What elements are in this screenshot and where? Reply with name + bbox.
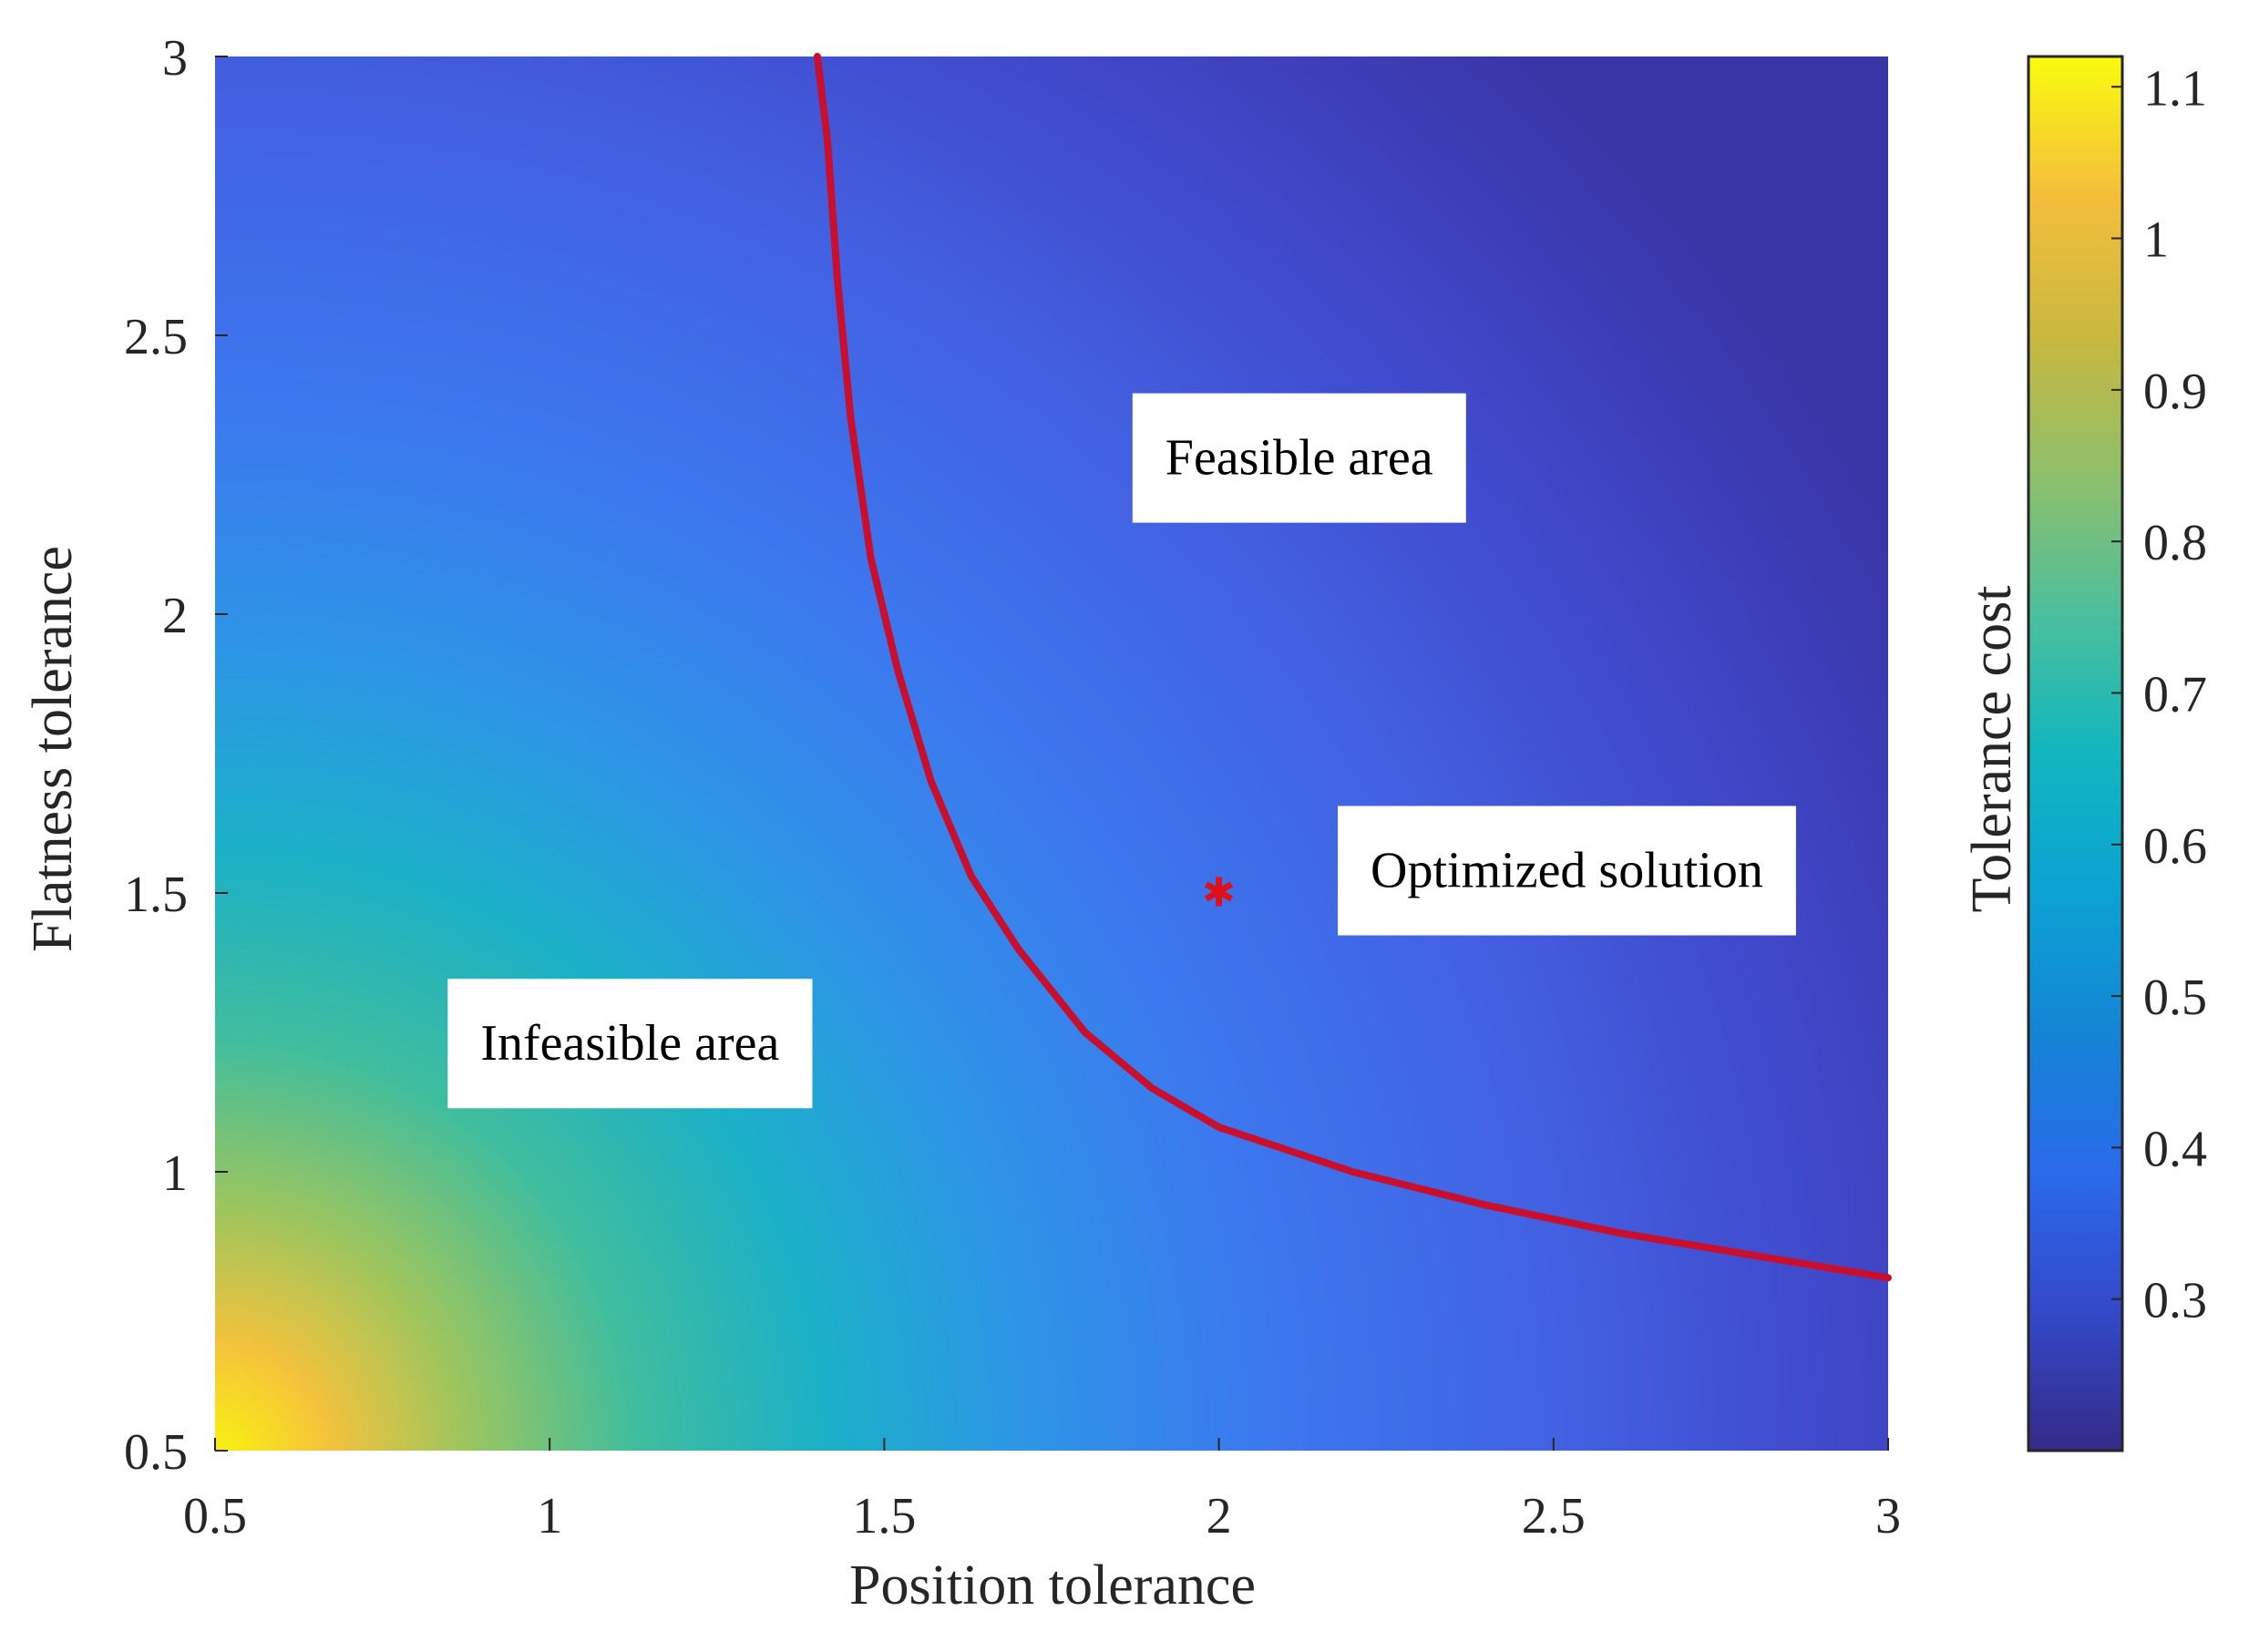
colorbar-tick-label: 1 [2143, 212, 2169, 269]
y-tick-label: 2.5 [124, 309, 188, 365]
annotation-box [447, 979, 813, 1109]
annotation-text: Feasible area [1165, 430, 1433, 487]
annotation-text: Infeasible area [480, 1015, 779, 1072]
cost-heatmap [215, 56, 1888, 1451]
colorbar-tick-label: 1.1 [2143, 60, 2207, 117]
y-tick-label: 2 [162, 588, 188, 644]
y-axis-label: Flatness tolerance [22, 546, 84, 952]
y-tick-label: 3 [162, 30, 188, 87]
y-tick-label: 1.5 [124, 867, 188, 923]
axis-ticks [214, 56, 1889, 1452]
x-tick-label: 1.5 [852, 1488, 916, 1544]
colorbar-label: Tolerance cost [1961, 586, 2023, 913]
x-axis-label: Position tolerance [849, 1555, 1256, 1616]
x-tick-label: 2.5 [1522, 1488, 1586, 1544]
x-tick-label: 3 [1875, 1488, 1901, 1544]
x-tick-label: 2 [1207, 1488, 1232, 1544]
annotation-text: Optimized solution [1371, 843, 1763, 899]
y-tick-label: 0.5 [124, 1424, 188, 1481]
colorbar-tick-label: 0.4 [2143, 1121, 2207, 1177]
colorbar-tick-label: 0.3 [2143, 1273, 2207, 1329]
colorbar-tick-label: 0.6 [2143, 818, 2207, 875]
feasibility-boundary-curve [813, 53, 1892, 1282]
annotation-infeasible: Infeasible area [447, 979, 813, 1109]
annotation-optimized: Optimized solution [1338, 805, 1796, 936]
optimized-solution-marker: ✱ [1202, 870, 1236, 917]
colorbar-tick-label: 0.9 [2143, 364, 2207, 420]
annotation-box [1132, 393, 1466, 523]
x-tick-label: 1 [537, 1488, 562, 1544]
colorbar-tick-label: 0.8 [2143, 515, 2207, 571]
colorbar-tick-label: 0.5 [2143, 970, 2207, 1026]
colorbar [2027, 55, 2124, 1452]
y-tick-labels: 0.5 1 1.5 2 2.5 3 [124, 30, 188, 1481]
colorbar-tick-label: 0.7 [2143, 666, 2207, 723]
annotation-box [1338, 805, 1796, 936]
colorbar-ticks: 0.3 0.4 0.5 0.6 0.7 0.8 0.9 1 1.1 [2111, 60, 2207, 1329]
x-tick-labels: 0.5 1 1.5 2 2.5 3 [183, 1488, 1901, 1544]
y-tick-label: 1 [162, 1145, 188, 1202]
annotation-feasible: Feasible area [1132, 393, 1466, 523]
x-tick-label: 0.5 [183, 1488, 247, 1544]
